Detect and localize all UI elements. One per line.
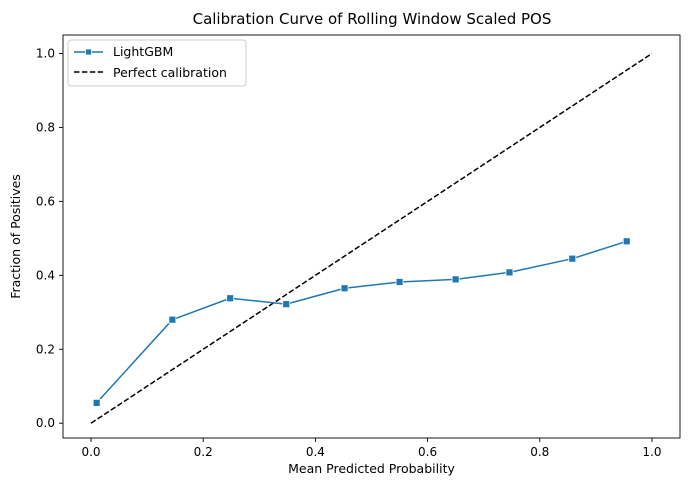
x-tick-label: 0.2 (194, 445, 213, 459)
x-tick-label: 0.4 (306, 445, 325, 459)
plot-area (63, 35, 680, 438)
x-tick-label: 0.6 (418, 445, 437, 459)
data-point-lightgbm (92, 398, 101, 407)
legend-item-perfect-calibration: Perfect calibration (74, 65, 227, 80)
plot-frame (62, 34, 681, 439)
y-tick-label: 1.0 (36, 46, 55, 60)
y-tick-label: 0.2 (36, 342, 55, 356)
data-point-lightgbm (340, 284, 349, 293)
x-axis-ticks: 0.0 0.2 0.4 0.6 0.8 1.0 (81, 438, 662, 459)
data-point-lightgbm (451, 275, 460, 284)
y-axis-label: Fraction of Positives (8, 174, 23, 299)
data-point-lightgbm (168, 315, 177, 324)
legend: LightGBM Perfect calibration (67, 39, 247, 87)
chart-title: Calibration Curve of Rolling Window Scal… (193, 10, 552, 28)
y-tick-label: 0.0 (36, 416, 55, 430)
x-tick-label: 1.0 (642, 445, 661, 459)
y-tick-label: 0.8 (36, 120, 55, 134)
series-line-lightgbm (96, 240, 627, 404)
data-point-lightgbm (622, 237, 631, 246)
x-axis-label: Mean Predicted Probability (288, 461, 455, 476)
data-point-lightgbm (395, 278, 404, 286)
data-point-lightgbm (568, 254, 577, 263)
series-line-perfect-calibration (90, 52, 653, 424)
y-tick-label: 0.4 (36, 268, 55, 282)
legend-box (67, 39, 247, 87)
series-layer (90, 52, 653, 424)
data-point-lightgbm (282, 300, 291, 309)
x-tick-label: 0.0 (81, 445, 100, 459)
x-tick-label: 0.8 (530, 445, 549, 459)
legend-marker-lightgbm (85, 48, 92, 56)
data-point-lightgbm (226, 294, 235, 303)
y-tick-label: 0.6 (36, 194, 55, 208)
legend-item-lightgbm: LightGBM (74, 44, 173, 59)
legend-label-lightgbm: LightGBM (113, 44, 173, 59)
y-axis-ticks: 0.0 0.2 0.4 0.6 0.8 1.0 (36, 46, 63, 430)
data-point-lightgbm (505, 268, 514, 277)
legend-label-perfect: Perfect calibration (113, 65, 227, 80)
